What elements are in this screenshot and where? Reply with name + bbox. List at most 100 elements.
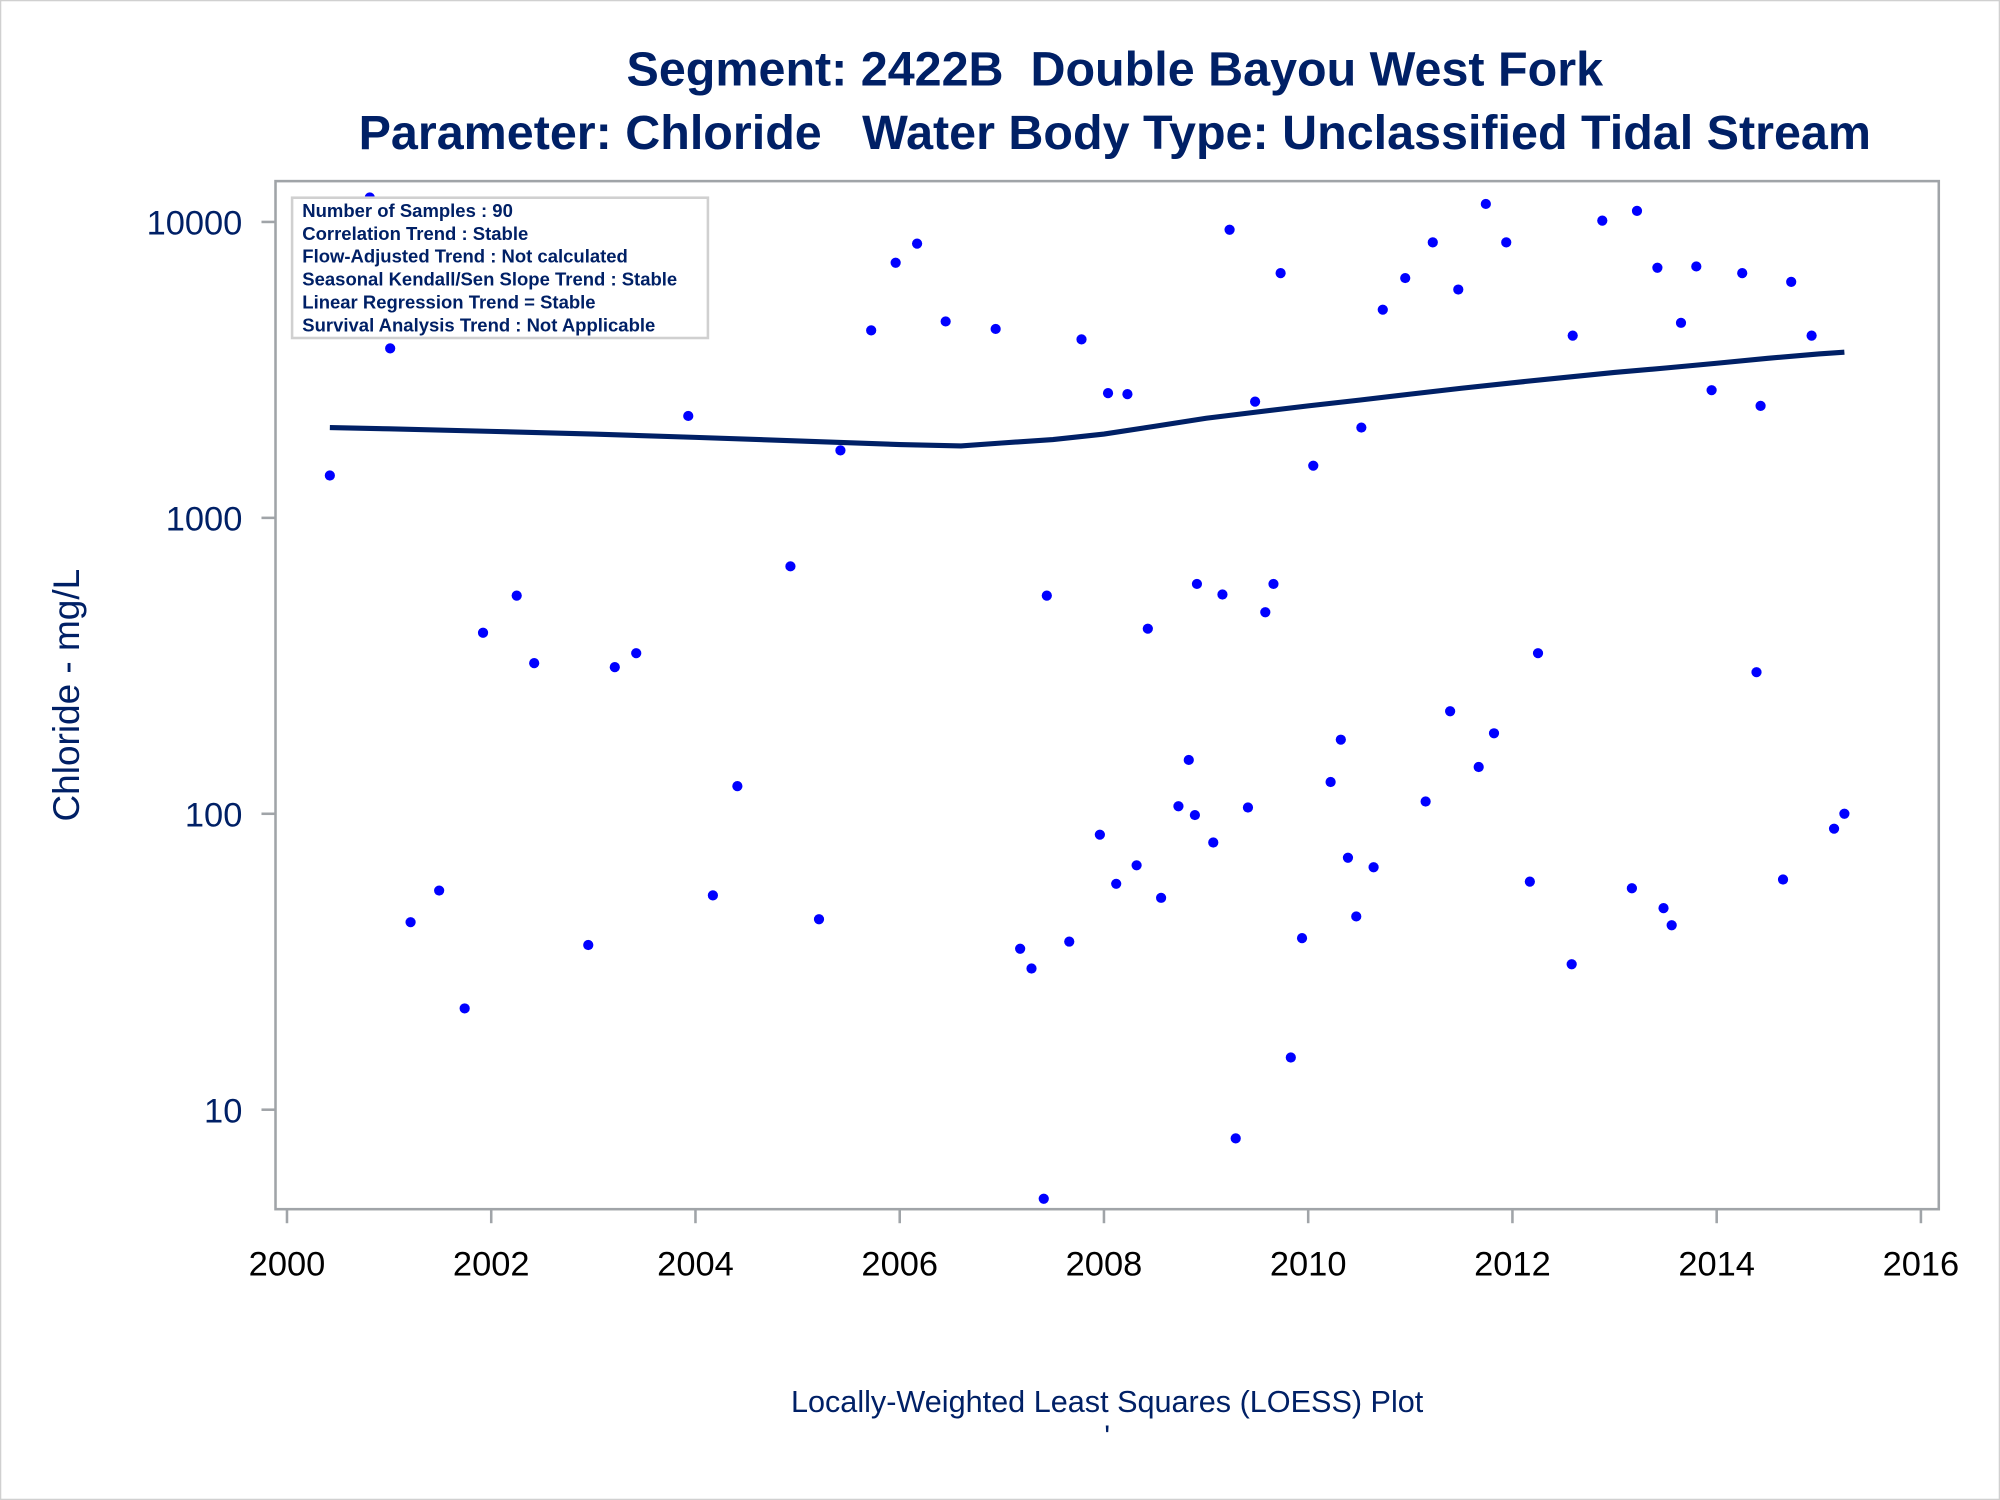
data-point	[631, 648, 642, 659]
x-tick-label: 2012	[1474, 1246, 1551, 1284]
data-point	[1806, 330, 1817, 341]
data-point	[1532, 648, 1544, 659]
data-point	[1102, 388, 1114, 399]
data-point	[1626, 883, 1637, 894]
x-tick-label: 2000	[249, 1246, 326, 1284]
data-point	[1368, 862, 1379, 873]
x-tick-label: 2006	[861, 1246, 938, 1284]
data-point	[1828, 823, 1840, 834]
x-tick-label: 2002	[453, 1246, 530, 1284]
data-point	[1173, 801, 1184, 812]
data-point	[866, 325, 877, 336]
data-point	[1335, 734, 1346, 745]
data-point	[1076, 334, 1087, 345]
data-point	[1038, 1193, 1049, 1204]
data-point	[1488, 728, 1500, 739]
data-point	[990, 323, 1001, 335]
data-point	[1250, 396, 1261, 407]
data-point	[609, 661, 620, 673]
data-point	[835, 445, 846, 456]
data-point	[477, 627, 489, 638]
data-point	[1755, 400, 1766, 411]
data-point	[1041, 590, 1052, 601]
data-point	[529, 658, 540, 669]
data-point	[434, 885, 445, 896]
data-point	[1751, 667, 1762, 678]
data-point	[1275, 267, 1286, 279]
data-point	[1183, 754, 1194, 766]
loess-series	[329, 349, 1845, 449]
plot-area-frame	[274, 179, 1941, 1211]
chart-subtitle: Parameter: Chloride Water Body Type: Unc…	[359, 106, 1871, 160]
x-axis-label: Locally-Weighted Least Squares (LOESS) P…	[791, 1385, 1424, 1419]
data-point	[1839, 808, 1850, 819]
data-point	[1597, 215, 1608, 226]
data-point	[1131, 860, 1142, 871]
data-point	[732, 780, 743, 792]
y-tick-label: 10000	[147, 205, 243, 243]
data-point	[785, 561, 796, 572]
x-tick-label: 2010	[1270, 1246, 1347, 1284]
data-point	[1285, 1052, 1296, 1063]
data-point	[911, 238, 923, 249]
data-point	[459, 1003, 470, 1014]
data-point	[1777, 874, 1789, 885]
data-point	[1675, 317, 1687, 328]
data-point	[1567, 330, 1578, 341]
data-point	[1217, 589, 1228, 600]
data-point	[511, 590, 522, 601]
data-point	[324, 470, 335, 481]
stats-line: Seasonal Kendall/Sen Slope Trend : Stabl…	[302, 269, 677, 290]
chart-title: Segment: 2422B Double Bayou West Fork	[627, 42, 1604, 96]
data-point	[1026, 963, 1037, 974]
x-tick-label: 2004	[657, 1246, 734, 1284]
footnote-mark: '	[1104, 1419, 1110, 1453]
data-point	[1230, 1133, 1241, 1144]
data-point	[1142, 623, 1153, 634]
stats-line: Number of Samples : 90	[302, 200, 513, 221]
data-point	[1242, 802, 1254, 813]
data-point	[1377, 304, 1388, 315]
data-point	[1296, 933, 1308, 944]
x-tick-label: 2014	[1678, 1246, 1755, 1284]
data-point	[1480, 198, 1491, 210]
y-axis-label: Chloride - mg/L	[46, 569, 87, 822]
data-point	[1473, 761, 1484, 773]
data-point	[890, 257, 901, 268]
data-point	[1631, 205, 1643, 216]
data-point	[1356, 422, 1367, 433]
data-point	[1652, 262, 1663, 273]
data-point	[1351, 911, 1362, 922]
data-point	[1400, 272, 1411, 284]
y-tick-label: 100	[185, 797, 242, 835]
data-point	[405, 917, 416, 928]
data-point	[1155, 892, 1167, 903]
data-point	[385, 343, 396, 354]
data-point	[813, 914, 825, 925]
stats-line: Linear Regression Trend = Stable	[302, 292, 595, 313]
stats-line: Survival Analysis Trend : Not Applicable	[302, 315, 655, 336]
data-point	[1786, 276, 1797, 287]
data-point	[1064, 936, 1075, 947]
data-point	[683, 410, 694, 422]
data-point	[1224, 224, 1235, 235]
data-point	[1189, 809, 1200, 821]
data-point	[1325, 776, 1336, 788]
data-point	[1445, 706, 1456, 717]
sample-points	[324, 192, 1850, 1204]
stats-line: Flow-Adjusted Trend : Not calculated	[302, 246, 628, 267]
data-point	[1524, 876, 1535, 887]
data-point	[1111, 878, 1122, 889]
data-point	[1706, 385, 1717, 396]
data-point	[1566, 959, 1577, 970]
data-point	[1501, 237, 1512, 248]
data-point	[1094, 829, 1105, 840]
y-tick-label: 1000	[166, 501, 243, 539]
data-point	[1260, 607, 1271, 618]
data-point	[1453, 284, 1464, 295]
data-point	[1420, 796, 1431, 807]
data-point	[1208, 837, 1219, 848]
